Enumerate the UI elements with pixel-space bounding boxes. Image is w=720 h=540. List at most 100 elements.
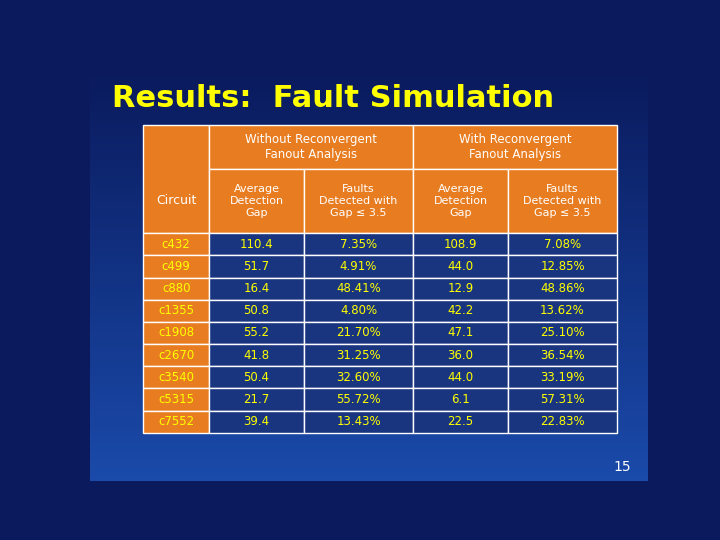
Bar — [413, 344, 508, 366]
Text: 57.31%: 57.31% — [540, 393, 585, 406]
Bar — [413, 410, 508, 433]
Bar — [508, 322, 617, 344]
Text: 22.5: 22.5 — [447, 415, 474, 428]
Bar — [143, 278, 210, 300]
Text: Without Reconvergent
Fanout Analysis: Without Reconvergent Fanout Analysis — [246, 133, 377, 161]
Text: 21.7: 21.7 — [243, 393, 269, 406]
Text: 4.91%: 4.91% — [340, 260, 377, 273]
Text: With Reconvergent
Fanout Analysis: With Reconvergent Fanout Analysis — [459, 133, 572, 161]
Text: 48.41%: 48.41% — [336, 282, 381, 295]
Bar — [143, 125, 210, 233]
Text: c3540: c3540 — [158, 371, 194, 384]
Bar — [413, 322, 508, 344]
Bar — [210, 344, 304, 366]
Bar — [143, 300, 210, 322]
Bar — [508, 388, 617, 410]
Bar — [210, 278, 304, 300]
Text: 33.19%: 33.19% — [540, 371, 585, 384]
Text: 36.54%: 36.54% — [540, 349, 585, 362]
Text: 44.0: 44.0 — [447, 260, 474, 273]
Bar — [304, 278, 413, 300]
Bar — [143, 388, 210, 410]
Text: 36.0: 36.0 — [448, 349, 474, 362]
Bar — [210, 300, 304, 322]
Text: 50.4: 50.4 — [243, 371, 269, 384]
Bar — [413, 125, 617, 168]
Text: c499: c499 — [162, 260, 191, 273]
Text: 32.60%: 32.60% — [336, 371, 381, 384]
Text: 51.7: 51.7 — [243, 260, 269, 273]
Bar — [143, 410, 210, 433]
Text: 108.9: 108.9 — [444, 238, 477, 251]
Text: 22.83%: 22.83% — [540, 415, 585, 428]
Bar — [304, 300, 413, 322]
Bar — [143, 233, 210, 255]
Bar — [413, 300, 508, 322]
Bar — [143, 255, 210, 278]
Bar — [508, 233, 617, 255]
Text: Results:  Fault Simulation: Results: Fault Simulation — [112, 84, 554, 112]
Bar — [210, 366, 304, 388]
Bar — [508, 168, 617, 233]
Bar — [210, 410, 304, 433]
Bar — [210, 388, 304, 410]
Text: 7.35%: 7.35% — [340, 238, 377, 251]
Bar — [304, 344, 413, 366]
Text: c1355: c1355 — [158, 305, 194, 318]
Text: 41.8: 41.8 — [243, 349, 269, 362]
Bar — [304, 255, 413, 278]
Text: 48.86%: 48.86% — [540, 282, 585, 295]
Text: 39.4: 39.4 — [243, 415, 269, 428]
Bar — [413, 388, 508, 410]
Text: c5315: c5315 — [158, 393, 194, 406]
Text: 12.9: 12.9 — [447, 282, 474, 295]
Text: 50.8: 50.8 — [243, 305, 269, 318]
Text: 13.43%: 13.43% — [336, 415, 381, 428]
Text: 55.72%: 55.72% — [336, 393, 381, 406]
Text: c432: c432 — [162, 238, 191, 251]
Bar — [210, 322, 304, 344]
Bar — [304, 168, 413, 233]
Text: c880: c880 — [162, 282, 190, 295]
Text: Circuit: Circuit — [156, 194, 197, 207]
Bar — [210, 168, 304, 233]
Bar — [143, 322, 210, 344]
Text: c7552: c7552 — [158, 415, 194, 428]
Bar — [413, 233, 508, 255]
Text: 110.4: 110.4 — [240, 238, 274, 251]
Bar — [508, 410, 617, 433]
Text: 25.10%: 25.10% — [540, 327, 585, 340]
Bar — [304, 233, 413, 255]
Text: Faults
Detected with
Gap ≤ 3.5: Faults Detected with Gap ≤ 3.5 — [319, 184, 397, 218]
Bar — [304, 410, 413, 433]
Text: 7.08%: 7.08% — [544, 238, 581, 251]
Text: c1908: c1908 — [158, 327, 194, 340]
Bar — [413, 168, 508, 233]
Text: 4.80%: 4.80% — [340, 305, 377, 318]
Text: 13.62%: 13.62% — [540, 305, 585, 318]
Text: 12.85%: 12.85% — [540, 260, 585, 273]
Bar — [210, 125, 413, 168]
Bar — [413, 255, 508, 278]
Bar — [143, 366, 210, 388]
Text: Faults
Detected with
Gap ≤ 3.5: Faults Detected with Gap ≤ 3.5 — [523, 184, 602, 218]
Text: Average
Detection
Gap: Average Detection Gap — [433, 184, 487, 218]
Text: 6.1: 6.1 — [451, 393, 470, 406]
Bar — [508, 255, 617, 278]
Bar — [413, 278, 508, 300]
Bar — [413, 366, 508, 388]
Bar — [304, 388, 413, 410]
Bar — [508, 278, 617, 300]
Text: 47.1: 47.1 — [447, 327, 474, 340]
Text: 44.0: 44.0 — [447, 371, 474, 384]
Bar — [304, 322, 413, 344]
Bar — [210, 233, 304, 255]
Text: 21.70%: 21.70% — [336, 327, 381, 340]
Text: Average
Detection
Gap: Average Detection Gap — [230, 184, 284, 218]
Text: 16.4: 16.4 — [243, 282, 269, 295]
Text: 55.2: 55.2 — [243, 327, 269, 340]
Bar — [143, 344, 210, 366]
Bar — [508, 300, 617, 322]
Bar — [508, 344, 617, 366]
Text: 42.2: 42.2 — [447, 305, 474, 318]
